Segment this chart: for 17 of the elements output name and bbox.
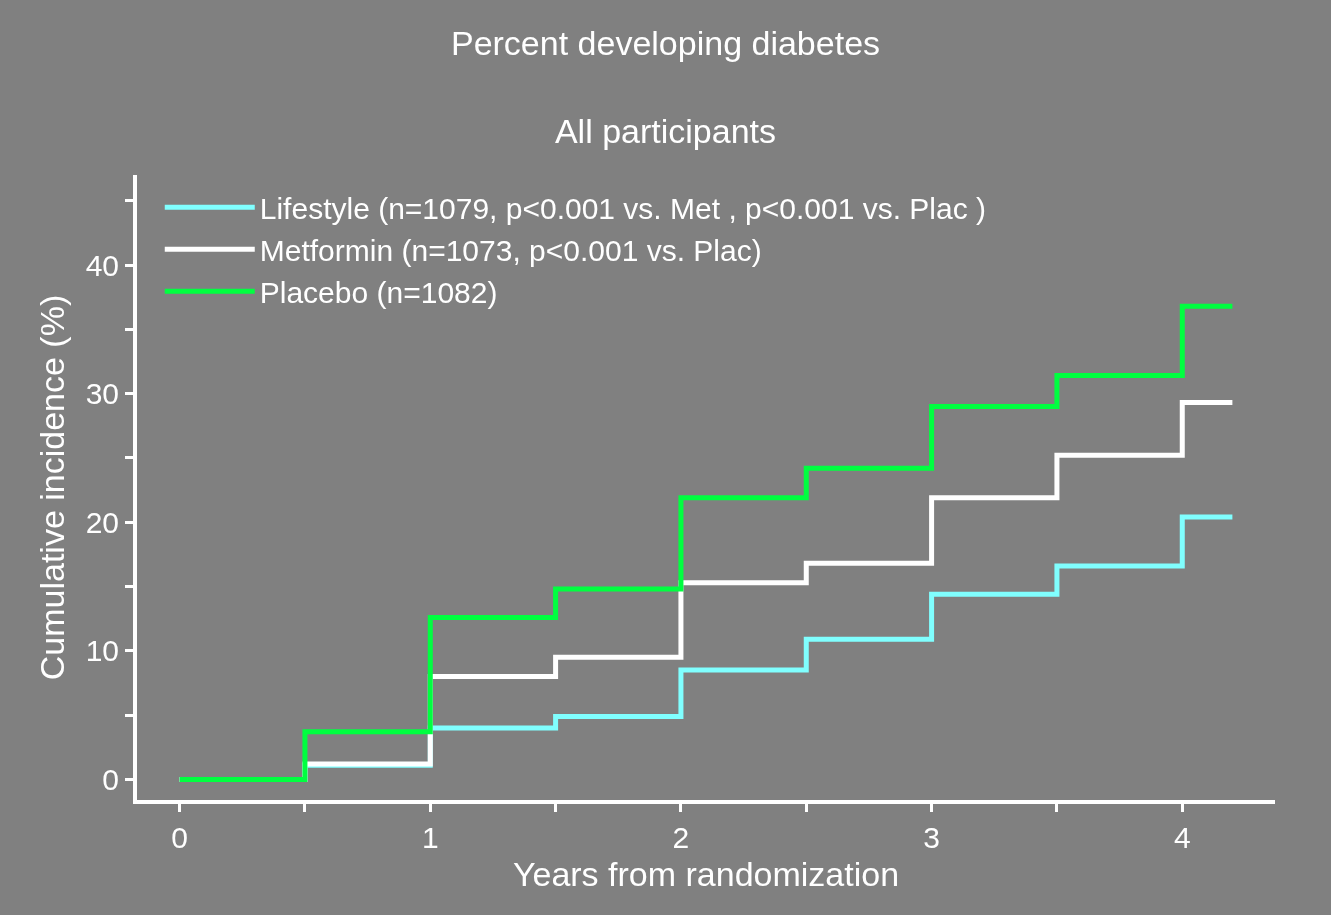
y-tick-label: 0	[102, 762, 119, 796]
chart-title: Percent developing diabetes	[450, 23, 881, 62]
x-tick-label: 4	[1173, 821, 1191, 854]
x-tick-label: 2	[672, 821, 690, 854]
x-tick-label: 1	[421, 821, 439, 854]
y-tick-label: 40	[85, 248, 119, 282]
y-tick-label: 30	[85, 377, 119, 411]
y-tick-label: 10	[85, 634, 119, 668]
legend-label: Metformin (n=1073, p<0.001 vs. Plac)	[259, 233, 762, 267]
chart-subtitle: All participants	[554, 112, 777, 151]
y-axis-title: Cumulative incidence (%)	[32, 294, 71, 681]
x-axis-title: Years from randomization	[512, 854, 900, 893]
y-tick-label: 20	[85, 505, 119, 539]
x-tick-label: 3	[923, 821, 940, 854]
x-tick-label: 0	[171, 821, 188, 854]
legend-label: Lifestyle (n=1079, p<0.001 vs. Met , p<0.001 vs. Plac )	[259, 191, 987, 225]
legend-label: Placebo (n=1082)	[259, 275, 498, 309]
